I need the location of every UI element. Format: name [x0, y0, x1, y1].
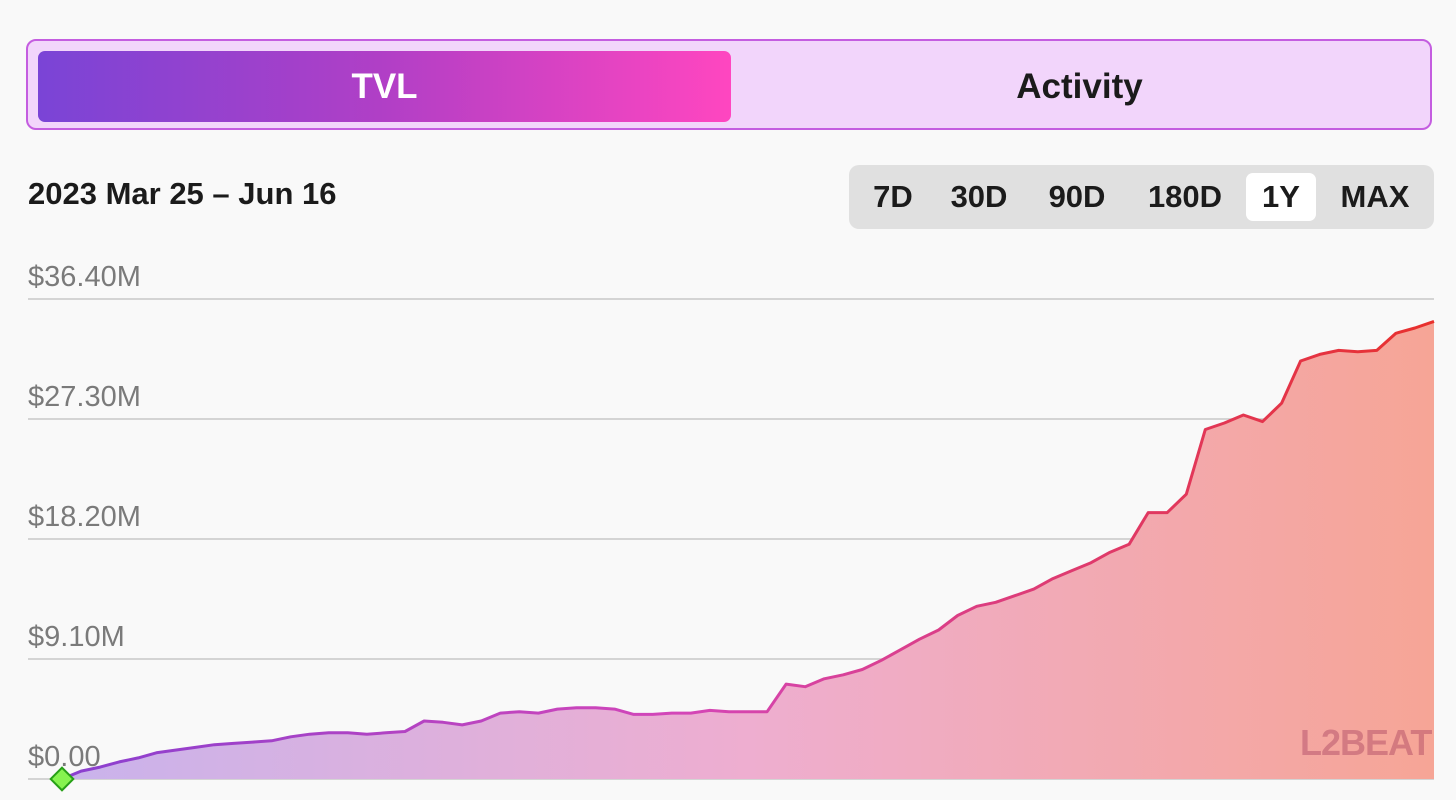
y-axis-tick-label: $36.40M [28, 261, 141, 293]
tvl-area [62, 321, 1434, 779]
y-axis-tick-label: $18.20M [28, 501, 141, 533]
tvl-line [61, 319, 1435, 781]
tab-tvl[interactable]: TVL [38, 51, 731, 122]
range-button-max[interactable]: MAX [1340, 179, 1410, 214]
range-button-1y[interactable]: 1Y [1246, 173, 1316, 221]
range-button-180d[interactable]: 180D [1147, 179, 1223, 214]
y-axis-tick-label: $0.00 [28, 741, 101, 773]
y-axis-tick-label: $27.30M [28, 381, 141, 413]
l2beat-logo: L2BEAT [1300, 722, 1432, 763]
y-axis-tick-label: $9.10M [28, 621, 125, 653]
range-button-7d[interactable]: 7D [873, 179, 913, 214]
range-button-30d[interactable]: 30D [950, 179, 1008, 214]
range-button-90d[interactable]: 90D [1048, 179, 1106, 214]
time-range-selector: 7D 30D 90D 180D 1Y MAX [849, 165, 1434, 229]
tab-activity[interactable]: Activity [1016, 66, 1143, 106]
chart-type-tabs: TVL Activity [26, 39, 1432, 130]
start-point-marker[interactable] [49, 766, 75, 792]
date-range-label: 2023 Mar 25 – Jun 16 [28, 176, 337, 211]
